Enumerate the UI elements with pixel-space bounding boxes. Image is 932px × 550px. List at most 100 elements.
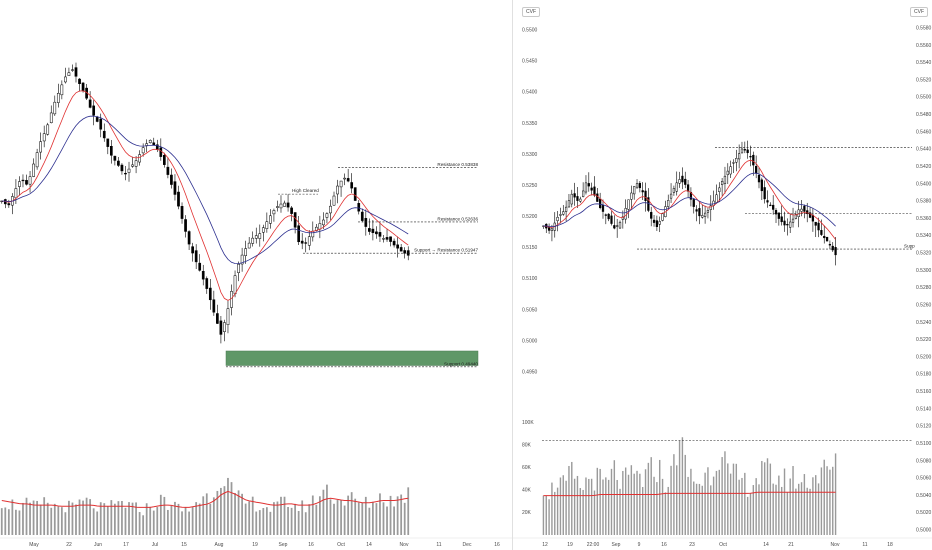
- right-volume-bar: [701, 485, 703, 535]
- right-candle: [547, 227, 551, 231]
- left-candle: [88, 99, 92, 108]
- right-volume-bar: [738, 479, 740, 535]
- right-candle: [692, 199, 695, 207]
- left-volume-bar: [276, 501, 279, 535]
- right-candlestick-chart[interactable]: 0.5500 0.5450 0.5400 0.5350 0.5300 0.5250 0.52…: [512, 0, 932, 550]
- right-volume-bar: [641, 487, 644, 535]
- right-volume-bar: [678, 440, 681, 535]
- symbol-badge-right[interactable]: CVF: [910, 7, 928, 17]
- left-volume-bar: [368, 507, 371, 535]
- left-x-tick-label: 16: [494, 542, 500, 548]
- right-volume-bar: [565, 480, 567, 535]
- left-volume-bar: [43, 497, 46, 535]
- right-candle: [627, 199, 630, 210]
- right-candle: [638, 182, 641, 189]
- right-candle: [613, 225, 616, 229]
- left-candle: [78, 78, 81, 84]
- left-volume-bar: [241, 493, 243, 535]
- left-candle: [166, 166, 170, 175]
- right-volume-bar: [576, 475, 579, 535]
- right-volume-bar: [593, 490, 596, 535]
- right-candle: [749, 155, 752, 158]
- left-x-tick-label: Sep: [279, 542, 288, 548]
- right-candle: [559, 214, 562, 216]
- left-volume-bar: [265, 507, 268, 535]
- left-candle: [272, 210, 276, 215]
- right-volume-bar: [559, 477, 562, 535]
- right-volume-bar: [755, 478, 757, 535]
- right-axis-label: 0.5200: [916, 354, 932, 360]
- left-volume-bar: [128, 502, 130, 535]
- right-volume-bar: [815, 475, 817, 535]
- right-volume-bar: [633, 473, 635, 535]
- left-candle: [145, 143, 149, 146]
- left-volume-bar: [22, 502, 24, 535]
- left-candle: [39, 141, 42, 153]
- right-volume-bar: [698, 483, 701, 535]
- right-candle: [803, 205, 806, 212]
- symbol-badge-left[interactable]: CVF: [522, 7, 540, 17]
- right-volume-bar: [551, 482, 553, 535]
- right-axis-label: 0.5140: [916, 406, 932, 412]
- left-volume-bar: [354, 498, 357, 535]
- left-candle: [297, 225, 301, 243]
- left-volume-bar: [364, 496, 367, 535]
- left-candle: [56, 92, 60, 103]
- right-volume-bar: [571, 461, 573, 535]
- right-candle: [686, 184, 690, 192]
- left-volume-bar: [0, 508, 3, 535]
- left-candle: [247, 242, 251, 249]
- right-volume-bar: [542, 495, 545, 535]
- left-volume-bar: [251, 496, 254, 535]
- right-volume-bar: [812, 477, 814, 535]
- right-candle: [652, 219, 656, 223]
- left-volume-bar: [280, 496, 282, 535]
- left-volume-bar: [121, 500, 123, 535]
- resistance-top-label: Resistance 0.53838: [437, 162, 478, 167]
- left-candle: [170, 174, 173, 185]
- right-candle: [718, 187, 721, 192]
- right-candle: [786, 224, 789, 226]
- left-candle: [42, 133, 46, 142]
- left-volume-bar: [50, 507, 53, 535]
- right-chart-panel[interactable]: 0.5500 0.5450 0.5400 0.5350 0.5300 0.5250 0.52…: [512, 0, 932, 550]
- left-candle: [339, 180, 343, 188]
- right-candle: [732, 162, 735, 164]
- right-volume-bar: [778, 475, 780, 535]
- right-volume-bar: [769, 463, 772, 535]
- right-axis-label: 0.5260: [916, 302, 932, 308]
- right-candle: [678, 179, 681, 184]
- left-volume-bar: [290, 507, 293, 535]
- right-axis-label: 0.5480: [916, 112, 932, 118]
- left-x-tick-label: Jul: [152, 542, 158, 548]
- left-volume-bar: [297, 510, 300, 535]
- left-candle: [233, 275, 237, 295]
- right-volume-bar: [707, 467, 709, 535]
- right-candle: [635, 183, 639, 188]
- right-volume-bar: [653, 476, 655, 535]
- left-candle: [223, 322, 226, 332]
- left-candle: [396, 244, 399, 249]
- left-volume-ma-line: [1, 490, 409, 508]
- left-candle: [276, 206, 279, 208]
- left-chart-panel[interactable]: Resistance 0.53838 Resistance 0.52636 Supp…: [0, 0, 512, 550]
- left-volume-bar: [301, 500, 304, 535]
- left-volume-bar: [209, 503, 212, 535]
- left-x-tick-label: May: [29, 542, 39, 548]
- left-candle: [198, 262, 202, 271]
- right-axis-label: 0.5400: [916, 181, 932, 187]
- left-volume-bar: [39, 504, 42, 535]
- left-candlestick-chart[interactable]: Resistance 0.53838 Resistance 0.52636 Supp…: [0, 0, 512, 550]
- left-candle: [283, 202, 286, 207]
- right-volume-bar: [758, 484, 760, 535]
- left-candle: [265, 221, 269, 229]
- right-axis-label: 0.5120: [916, 424, 932, 430]
- left-candle: [35, 152, 39, 168]
- right-volume-bar: [659, 459, 661, 535]
- right-volume-bar: [676, 465, 678, 535]
- right-volume-bar: [727, 463, 729, 535]
- left-volume-bar: [53, 503, 56, 535]
- right-candle: [579, 198, 582, 202]
- left-candle: [131, 164, 134, 167]
- right-volume-bar: [820, 467, 823, 535]
